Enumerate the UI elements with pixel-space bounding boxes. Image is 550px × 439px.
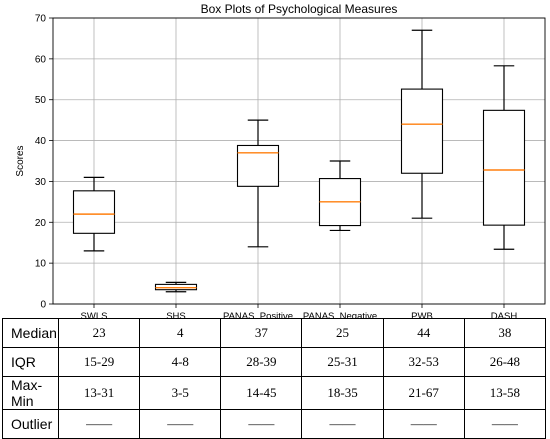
y-tick-label: 60 bbox=[35, 54, 47, 65]
row-label: Median bbox=[2, 318, 59, 348]
x-tick-label: DASH bbox=[491, 311, 518, 318]
table-cell: 25-31 bbox=[301, 347, 384, 377]
table-row: IQR 15-29 4-8 28-39 25-31 32-53 26-48 bbox=[2, 347, 547, 377]
box-dash bbox=[482, 65, 526, 250]
table-cell: 4 bbox=[139, 318, 222, 348]
table-cell: 3-5 bbox=[139, 376, 222, 410]
iqr-box bbox=[400, 88, 444, 174]
iqr-box bbox=[72, 190, 116, 234]
summary-table: Median 23 4 37 25 44 38 IQR 15-29 4-8 28-39 25-31 32… bbox=[2, 318, 547, 439]
table-cell: 13-58 bbox=[463, 376, 547, 410]
x-tick-label: SWLS bbox=[81, 311, 108, 318]
box-pwb bbox=[400, 29, 444, 219]
table-cell: —— bbox=[139, 409, 222, 439]
box-shs bbox=[154, 281, 198, 293]
x-tick-label: SHS bbox=[166, 311, 186, 318]
row-label: Max-Min bbox=[2, 376, 59, 410]
table-cell: 28-39 bbox=[220, 347, 303, 377]
table-cell: 38 bbox=[463, 318, 547, 348]
table-cell: 23 bbox=[57, 318, 141, 348]
table-cell: 14-45 bbox=[220, 376, 303, 410]
box-panas-negative bbox=[318, 160, 362, 232]
y-tick-label: 30 bbox=[35, 177, 47, 188]
table-cell: 26-48 bbox=[463, 347, 547, 377]
x-tick-label: PANAS_Negative bbox=[303, 311, 377, 318]
table-cell: —— bbox=[463, 409, 547, 439]
row-label: IQR bbox=[2, 347, 59, 377]
grid-lines bbox=[53, 17, 545, 305]
y-tick-label: 10 bbox=[35, 259, 47, 270]
table-cell: —— bbox=[220, 409, 303, 439]
table-cell: 13-31 bbox=[57, 376, 141, 410]
plot-frame bbox=[52, 17, 546, 305]
x-axis-ticks: SWLS SHS PANAS_Positive PANAS_Negative PWB DA… bbox=[81, 304, 518, 318]
table-cell: —— bbox=[382, 409, 465, 439]
y-tick-label: 20 bbox=[35, 218, 47, 229]
box-swls bbox=[72, 176, 116, 252]
chart-title: Box Plots of Psychological Measures bbox=[201, 2, 398, 16]
table-cell: 21-67 bbox=[382, 376, 465, 410]
table-cell: —— bbox=[57, 409, 141, 439]
x-tick-label: PANAS_Positive bbox=[223, 311, 293, 318]
table-cell: 18-35 bbox=[301, 376, 384, 410]
box-panas-positive bbox=[236, 119, 280, 248]
box-series bbox=[72, 29, 526, 293]
table-row: Max-Min 13-31 3-5 14-45 18-35 21-67 13-58 bbox=[2, 376, 547, 410]
y-axis-label: Scores bbox=[15, 145, 26, 176]
y-tick-label: 40 bbox=[35, 136, 47, 147]
y-tick-label: 70 bbox=[35, 14, 47, 25]
box-plot-chart: 0 10 20 30 40 50 60 70 SWLS SHS PANAS_Positive PAN… bbox=[15, 2, 546, 318]
table-cell: 15-29 bbox=[57, 347, 141, 377]
y-tick-label: 0 bbox=[40, 300, 46, 311]
iqr-box bbox=[482, 109, 526, 226]
table-cell: —— bbox=[301, 409, 384, 439]
y-tick-label: 50 bbox=[35, 95, 47, 106]
x-tick-label: PWB bbox=[411, 311, 433, 318]
table-row: Median 23 4 37 25 44 38 bbox=[2, 318, 547, 348]
table-cell: 32-53 bbox=[382, 347, 465, 377]
table-row: Outlier —— —— —— —— —— —— bbox=[2, 409, 547, 439]
table-cell: 4-8 bbox=[139, 347, 222, 377]
row-label: Outlier bbox=[2, 409, 59, 439]
table-cell: 25 bbox=[301, 318, 384, 348]
y-axis-ticks: 0 10 20 30 40 50 60 70 bbox=[35, 14, 53, 311]
iqr-box bbox=[236, 144, 280, 187]
table-cell: 37 bbox=[220, 318, 303, 348]
table-cell: 44 bbox=[382, 318, 465, 348]
